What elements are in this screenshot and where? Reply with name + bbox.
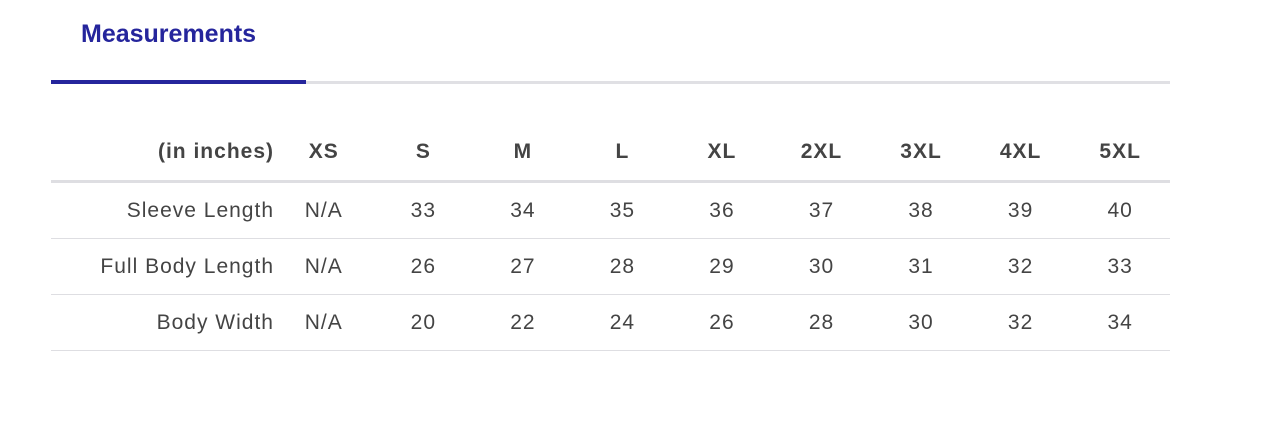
measurement-cell: N/A — [274, 294, 374, 351]
size-header: L — [572, 124, 673, 183]
measurement-cell: 37 — [771, 181, 872, 239]
measurement-cell: 33 — [373, 181, 474, 239]
measurement-cell: 30 — [871, 294, 971, 351]
measurement-cell: 28 — [572, 238, 673, 295]
measurements-table: (in inches) XS S M L XL 2XL 3XL 4XL 5XL Sleeve L… — [51, 124, 1170, 351]
tab-bar: Measurements — [51, 0, 1170, 85]
measurement-cell: 26 — [373, 238, 474, 295]
row-label: Body Width — [51, 294, 274, 351]
size-header: XS — [274, 124, 374, 183]
measurement-cell: 34 — [1070, 294, 1170, 351]
measurement-cell: 24 — [572, 294, 673, 351]
row-label: Full Body Length — [51, 238, 274, 295]
size-header: S — [373, 124, 474, 183]
size-header: 4XL — [970, 124, 1071, 183]
measurement-cell: 38 — [871, 181, 971, 239]
table-row: Sleeve Length N/A 33 34 35 36 37 38 39 40 — [51, 181, 1170, 239]
tab-measurements[interactable]: Measurements — [51, 0, 306, 85]
table-row: Full Body Length N/A 26 27 28 29 30 31 32 33 — [51, 238, 1170, 295]
measurement-cell: 35 — [572, 181, 673, 239]
measurement-cell: 36 — [672, 181, 772, 239]
measurement-cell: 32 — [970, 294, 1071, 351]
size-header: M — [473, 124, 573, 183]
measurement-cell: 29 — [672, 238, 772, 295]
measurement-cell: 26 — [672, 294, 772, 351]
size-header: 2XL — [771, 124, 872, 183]
measurement-cell: 30 — [771, 238, 872, 295]
measurement-cell: 39 — [970, 181, 1071, 239]
table-row: Body Width N/A 20 22 24 26 28 30 32 34 — [51, 294, 1170, 351]
measurement-cell: 27 — [473, 238, 573, 295]
active-tab-indicator — [51, 80, 306, 84]
measurement-cell: N/A — [274, 238, 374, 295]
measurement-cell: 33 — [1070, 238, 1170, 295]
measurement-cell: 22 — [473, 294, 573, 351]
tab-track — [51, 81, 1170, 84]
measurement-cell: 34 — [473, 181, 573, 239]
measurement-cell: N/A — [274, 181, 374, 239]
tab-label: Measurements — [81, 20, 257, 48]
header-row: (in inches) XS S M L XL 2XL 3XL 4XL 5XL — [51, 124, 1170, 183]
measurement-cell: 20 — [373, 294, 474, 351]
row-label: Sleeve Length — [51, 181, 274, 239]
size-header: XL — [672, 124, 772, 183]
measurement-cell: 28 — [771, 294, 872, 351]
size-header: 3XL — [871, 124, 971, 183]
measurement-cell: 40 — [1070, 181, 1170, 239]
size-header: 5XL — [1070, 124, 1170, 183]
measurement-cell: 32 — [970, 238, 1071, 295]
unit-header: (in inches) — [51, 124, 274, 183]
measurement-cell: 31 — [871, 238, 971, 295]
